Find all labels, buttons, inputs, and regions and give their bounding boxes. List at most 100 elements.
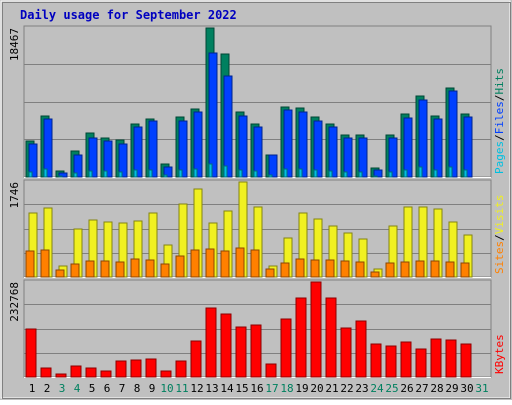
x-tick-label: 7 xyxy=(119,382,126,395)
bar-pages-day-20 xyxy=(313,169,318,178)
bar-kbytes-day-4 xyxy=(70,365,82,378)
bar-pages-day-30 xyxy=(463,169,468,178)
bar-kbytes-day-11 xyxy=(175,360,187,378)
bar-sites-day-7 xyxy=(115,261,125,278)
bar-sites-day-2 xyxy=(40,249,50,278)
bar-kbytes-day-2 xyxy=(40,367,52,378)
bar-files-day-14 xyxy=(223,75,233,178)
bar-kbytes-day-24 xyxy=(370,343,382,378)
bar-files-day-9 xyxy=(148,120,158,178)
top-legend-part-0: Pages xyxy=(493,141,506,174)
bar-sites-day-23 xyxy=(355,261,365,278)
bar-pages-day-5 xyxy=(88,170,93,178)
bar-sites-day-29 xyxy=(445,261,455,278)
top-legend-part-3: / xyxy=(493,95,506,102)
bar-sites-day-27 xyxy=(415,260,425,278)
bar-kbytes-day-17 xyxy=(265,363,277,378)
bar-sites-day-14 xyxy=(220,250,230,278)
bar-sites-day-30 xyxy=(460,262,470,278)
bar-sites-day-13 xyxy=(205,248,215,278)
bar-pages-day-12 xyxy=(193,168,198,178)
x-tick-label: 8 xyxy=(134,382,141,395)
bar-kbytes-day-20 xyxy=(310,281,322,378)
bar-pages-day-11 xyxy=(178,169,183,178)
x-tick-label: 11 xyxy=(175,382,188,395)
bar-sites-day-10 xyxy=(160,263,170,278)
bar-pages-day-28 xyxy=(433,169,438,178)
middle-legend-label: Sites/Visits xyxy=(493,195,506,275)
bar-sites-day-5 xyxy=(85,260,95,278)
x-tick-label: 19 xyxy=(295,382,308,395)
x-axis-labels: 1 2 3 4 5 6 7 8 9 10 11 12 13 14 15 16 17 18 19 20 21 22 23 24 2… xyxy=(29,382,489,395)
x-tick-label: 4 xyxy=(74,382,81,395)
x-tick-label: 1 xyxy=(29,382,36,395)
x-tick-label: 22 xyxy=(340,382,353,395)
bar-files-day-25 xyxy=(388,137,398,178)
bar-sites-day-9 xyxy=(145,259,155,278)
bar-pages-day-26 xyxy=(403,169,408,178)
bar-pages-day-13 xyxy=(208,163,213,178)
bar-files-day-22 xyxy=(343,137,353,178)
x-tick-label: 16 xyxy=(250,382,263,395)
bar-pages-day-15 xyxy=(238,169,243,178)
bar-files-day-27 xyxy=(418,99,428,178)
bar-kbytes-day-14 xyxy=(220,313,232,378)
bar-kbytes-day-7 xyxy=(115,360,127,378)
bar-pages-day-9 xyxy=(148,169,153,178)
bar-pages-day-19 xyxy=(298,168,303,178)
top-legend-part-4: Hits xyxy=(493,68,506,95)
bar-files-day-24 xyxy=(373,169,383,178)
x-tick-label: 3 xyxy=(59,382,66,395)
bar-pages-day-6 xyxy=(103,170,108,178)
top-legend-label: Pages/Files/Hits xyxy=(493,68,506,174)
bar-pages-day-3 xyxy=(58,175,63,178)
top-legend-part-1: / xyxy=(493,134,506,141)
bar-kbytes-day-21 xyxy=(325,297,337,378)
bar-files-day-2 xyxy=(43,118,53,178)
bar-kbytes-day-16 xyxy=(250,324,262,378)
bar-files-day-21 xyxy=(328,126,338,178)
bar-kbytes-day-1 xyxy=(25,328,37,378)
bar-files-day-20 xyxy=(313,120,323,178)
middle-legend-part-0: Sites xyxy=(493,241,506,274)
bottom-legend-label: KBytes xyxy=(493,334,506,374)
x-tick-label: 24 xyxy=(370,382,384,395)
bar-pages-day-24 xyxy=(373,175,378,178)
bar-sites-day-16 xyxy=(250,249,260,278)
bar-kbytes-day-6 xyxy=(100,370,112,378)
bar-pages-day-7 xyxy=(118,171,123,178)
bar-kbytes-day-9 xyxy=(145,358,157,378)
x-tick-label: 31 xyxy=(475,382,488,395)
x-tick-label: 23 xyxy=(355,382,368,395)
bar-sites-day-11 xyxy=(175,255,185,278)
outer-border-dark xyxy=(2,2,511,399)
bar-kbytes-day-30 xyxy=(460,343,472,378)
bar-sites-day-25 xyxy=(385,262,395,278)
bar-files-day-1 xyxy=(28,143,38,178)
bar-pages-day-14 xyxy=(223,165,228,178)
bar-files-day-7 xyxy=(118,143,128,178)
bar-pages-day-21 xyxy=(328,170,333,178)
bar-sites-day-18 xyxy=(280,262,290,278)
bar-sites-day-12 xyxy=(190,249,200,278)
bar-kbytes-day-13 xyxy=(205,307,217,378)
x-tick-label: 13 xyxy=(205,382,218,395)
bar-sites-day-21 xyxy=(325,259,335,278)
x-tick-label: 5 xyxy=(89,382,96,395)
bar-sites-day-17 xyxy=(265,268,275,278)
chart-title: Daily usage for September 2022 xyxy=(20,8,237,22)
x-tick-label: 2 xyxy=(44,382,51,395)
bar-sites-day-3 xyxy=(55,269,65,278)
bar-files-day-5 xyxy=(88,137,98,178)
bar-kbytes-day-8 xyxy=(130,359,142,378)
bar-files-day-29 xyxy=(448,90,458,178)
bar-pages-day-1 xyxy=(28,171,33,178)
bar-files-day-12 xyxy=(193,111,203,178)
chart-panels: 18467Pages/Files/Hits1746Sites/Visits232… xyxy=(8,25,506,378)
bar-kbytes-day-28 xyxy=(430,338,442,378)
x-tick-label: 12 xyxy=(190,382,203,395)
x-tick-label: 21 xyxy=(325,382,338,395)
bar-sites-day-4 xyxy=(70,263,80,278)
